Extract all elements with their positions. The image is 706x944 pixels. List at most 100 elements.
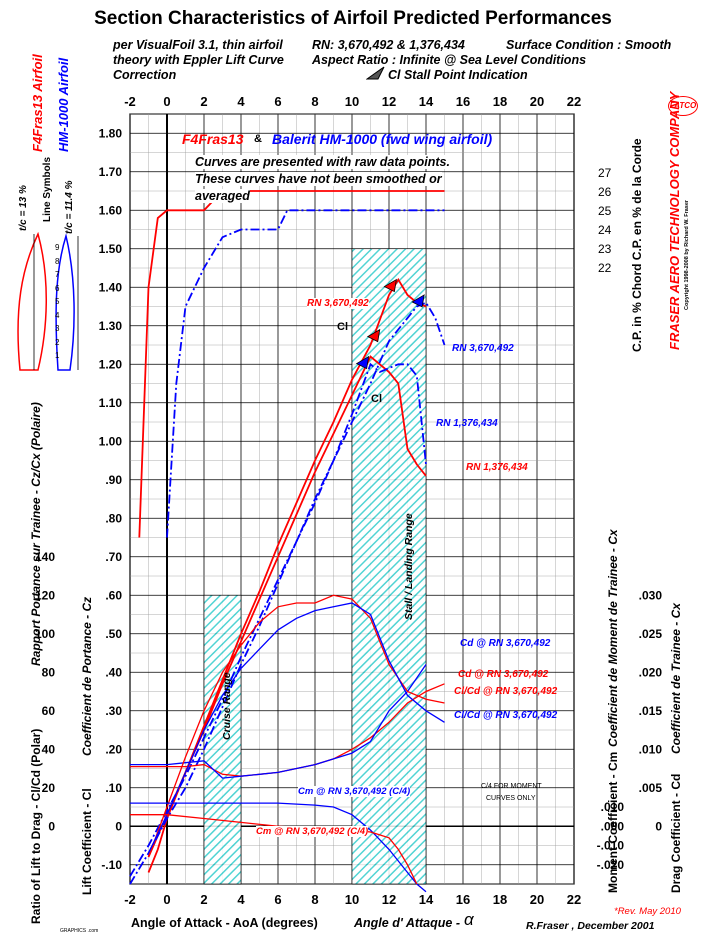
cd-tick-label: 0 [655, 819, 662, 833]
cm-tick-label: -.020 [597, 858, 625, 872]
annot-cl-2: Cl [371, 393, 382, 405]
cl-tick-label: .20 [105, 742, 122, 756]
moment-note-1: C/4 FOR MOMENT [481, 783, 542, 790]
annot-rn-high-red: RN 3,670,492 [307, 298, 369, 309]
legend-red: F4Fras13 [182, 131, 244, 147]
cp-tick-label: 23 [598, 242, 612, 256]
legend-blue: Balerit HM-1000 (fwd wing airfoil) [272, 131, 493, 147]
page-title: Section Characteristics of Airfoil Predi… [94, 8, 612, 29]
x-tick-label-top: 20 [530, 94, 544, 109]
cl-tick-label: .70 [105, 550, 122, 564]
annot-clcd-red: Cl/Cd @ RN 3,670,492 [454, 686, 558, 697]
graphics-note: GRAPHICS .com [60, 928, 99, 934]
red-tc-label: t/c = 13 % [18, 185, 29, 231]
cm-tick-label: .010 [601, 800, 625, 814]
y-axis-cm-label-fr: Coefficient de Moment de Trainee - Cx [606, 529, 620, 747]
x-tick-label-top: 12 [382, 94, 396, 109]
cp-tick-label: 25 [598, 204, 612, 218]
annot-cl-1: Cl [337, 321, 348, 333]
annot-rn-low-blue: RN 1,376,434 [436, 418, 498, 429]
airfoil-profile-icons [17, 231, 79, 371]
moment-note-2: CURVES ONLY [486, 795, 536, 802]
legend-amp: & [254, 133, 262, 145]
x-tick-label-bottom: 22 [567, 892, 581, 907]
stall-flag-marker [383, 278, 397, 293]
annot-cd-red: Cd @ RN 3,670,492 [458, 669, 549, 680]
x-tick-label-bottom: 18 [493, 892, 507, 907]
cd-tick-label: .030 [639, 588, 663, 602]
x-tick-label-top: 8 [311, 94, 318, 109]
cl-tick-label: -.10 [101, 858, 122, 872]
cl-tick-label: .50 [105, 627, 122, 641]
cl-tick-label: .60 [105, 588, 122, 602]
author-note: R.Fraser , December 2001 [526, 920, 655, 932]
stall-flag-marker [411, 294, 425, 308]
ld-tick-label: 20 [42, 781, 56, 795]
cl-tick-label: 1.50 [99, 242, 123, 256]
legend-note-3: averaged [195, 189, 250, 203]
annot-rn-high-blue: RN 3,670,492 [452, 343, 514, 354]
cruise-range-label: Cruise Range [221, 672, 233, 740]
ld-tick-label: 40 [42, 742, 56, 756]
cl-tick-label: 1.10 [99, 396, 123, 410]
subtitle-aspect: Aspect Ratio : Infinite @ Sea Level Cond… [312, 53, 587, 67]
x-tick-label-bottom: 10 [345, 892, 359, 907]
cm-tick-label: -.010 [597, 839, 625, 853]
y-axis-lift-label: Lift Coefficient - Cl [80, 788, 94, 895]
subtitle-line-3: Correction [113, 68, 177, 82]
x-axis-symbol: α [464, 910, 474, 929]
x-tick-label-bottom: 4 [237, 892, 245, 907]
cd-tick-label: .005 [639, 781, 663, 795]
ld-tick-label: 120 [35, 588, 55, 602]
x-axis-label: Angle of Attack - AoA (degrees) [131, 916, 318, 930]
ld-tick-label: 0 [48, 819, 55, 833]
series-line [129, 362, 427, 877]
cd-tick-label: .020 [639, 665, 663, 679]
left-red-airfoil-label: F4Fras13 Airfoil [30, 54, 45, 152]
stall-flag-marker [355, 355, 370, 370]
fatco-logo: FATCO [668, 96, 698, 116]
annot-clcd-blue: Cl/Cd @ RN 3,670,492 [454, 710, 558, 721]
line-symbol-tick: 7 [55, 270, 60, 279]
cl-tick-label: 1.70 [99, 165, 123, 179]
x-tick-label-bottom: 0 [163, 892, 170, 907]
x-tick-label-bottom: 16 [456, 892, 470, 907]
subtitle-line-1: per VisualFoil 3.1, thin airfoil [113, 38, 283, 52]
axis-marks: -2-2002244668810101212141416161818202022… [35, 94, 662, 907]
x-tick-label-top: 14 [419, 94, 434, 109]
cl-tick-label: 1.40 [99, 280, 123, 294]
x-tick-label-top: 10 [345, 94, 359, 109]
annot-cd-blue: Cd @ RN 3,670,492 [460, 638, 551, 649]
legend-note-1: Curves are presented with raw data point… [195, 155, 450, 169]
stall-flag-marker [366, 328, 381, 343]
cl-tick-label: 1.00 [99, 434, 123, 448]
cp-tick-label: 26 [598, 185, 612, 199]
x-tick-label-bottom: -2 [124, 892, 136, 907]
hatched-range [351, 248, 427, 885]
x-tick-label-bottom: 12 [382, 892, 396, 907]
x-tick-label-top: 4 [237, 94, 245, 109]
hatched-range [203, 594, 242, 885]
series-line [138, 190, 445, 538]
ld-tick-label: 100 [35, 627, 55, 641]
ld-tick-label: 80 [42, 665, 56, 679]
left-blue-airfoil-label: HM-1000 Airfoil [56, 57, 71, 152]
x-axis-label-fr: Angle d' Attaque - [354, 916, 460, 930]
y-axis-cd-label-fr: Coefficient de Trainee - Cx [669, 603, 683, 754]
blue-tc-label: t/c = 11.4 % [64, 180, 75, 234]
hatched-ranges [203, 248, 427, 885]
legend-note-2: These curves have not been smoothed or [195, 172, 442, 186]
y-axis-lift-label-fr: Coefficient de Portance - Cz [80, 596, 94, 756]
company-name: FRASER AERO TECHNOLOGY COMPANY [667, 91, 682, 350]
annot-cm-red: Cm @ RN 3,670,492 (C/4) [256, 826, 369, 837]
line-symbol-tick: 9 [55, 243, 60, 252]
cp-tick-label: 27 [598, 166, 612, 180]
line-symbol-tick: 6 [55, 283, 60, 293]
cl-tick-label: 0 [115, 819, 122, 833]
series-line [130, 664, 427, 779]
cd-tick-label: .010 [639, 742, 663, 756]
x-tick-label-top: 2 [200, 94, 207, 109]
y-axis-ld-label: Ratio of Lift to Drag - Cl/Cd (Polar) [29, 728, 43, 924]
ld-tick-label: 60 [42, 704, 56, 718]
